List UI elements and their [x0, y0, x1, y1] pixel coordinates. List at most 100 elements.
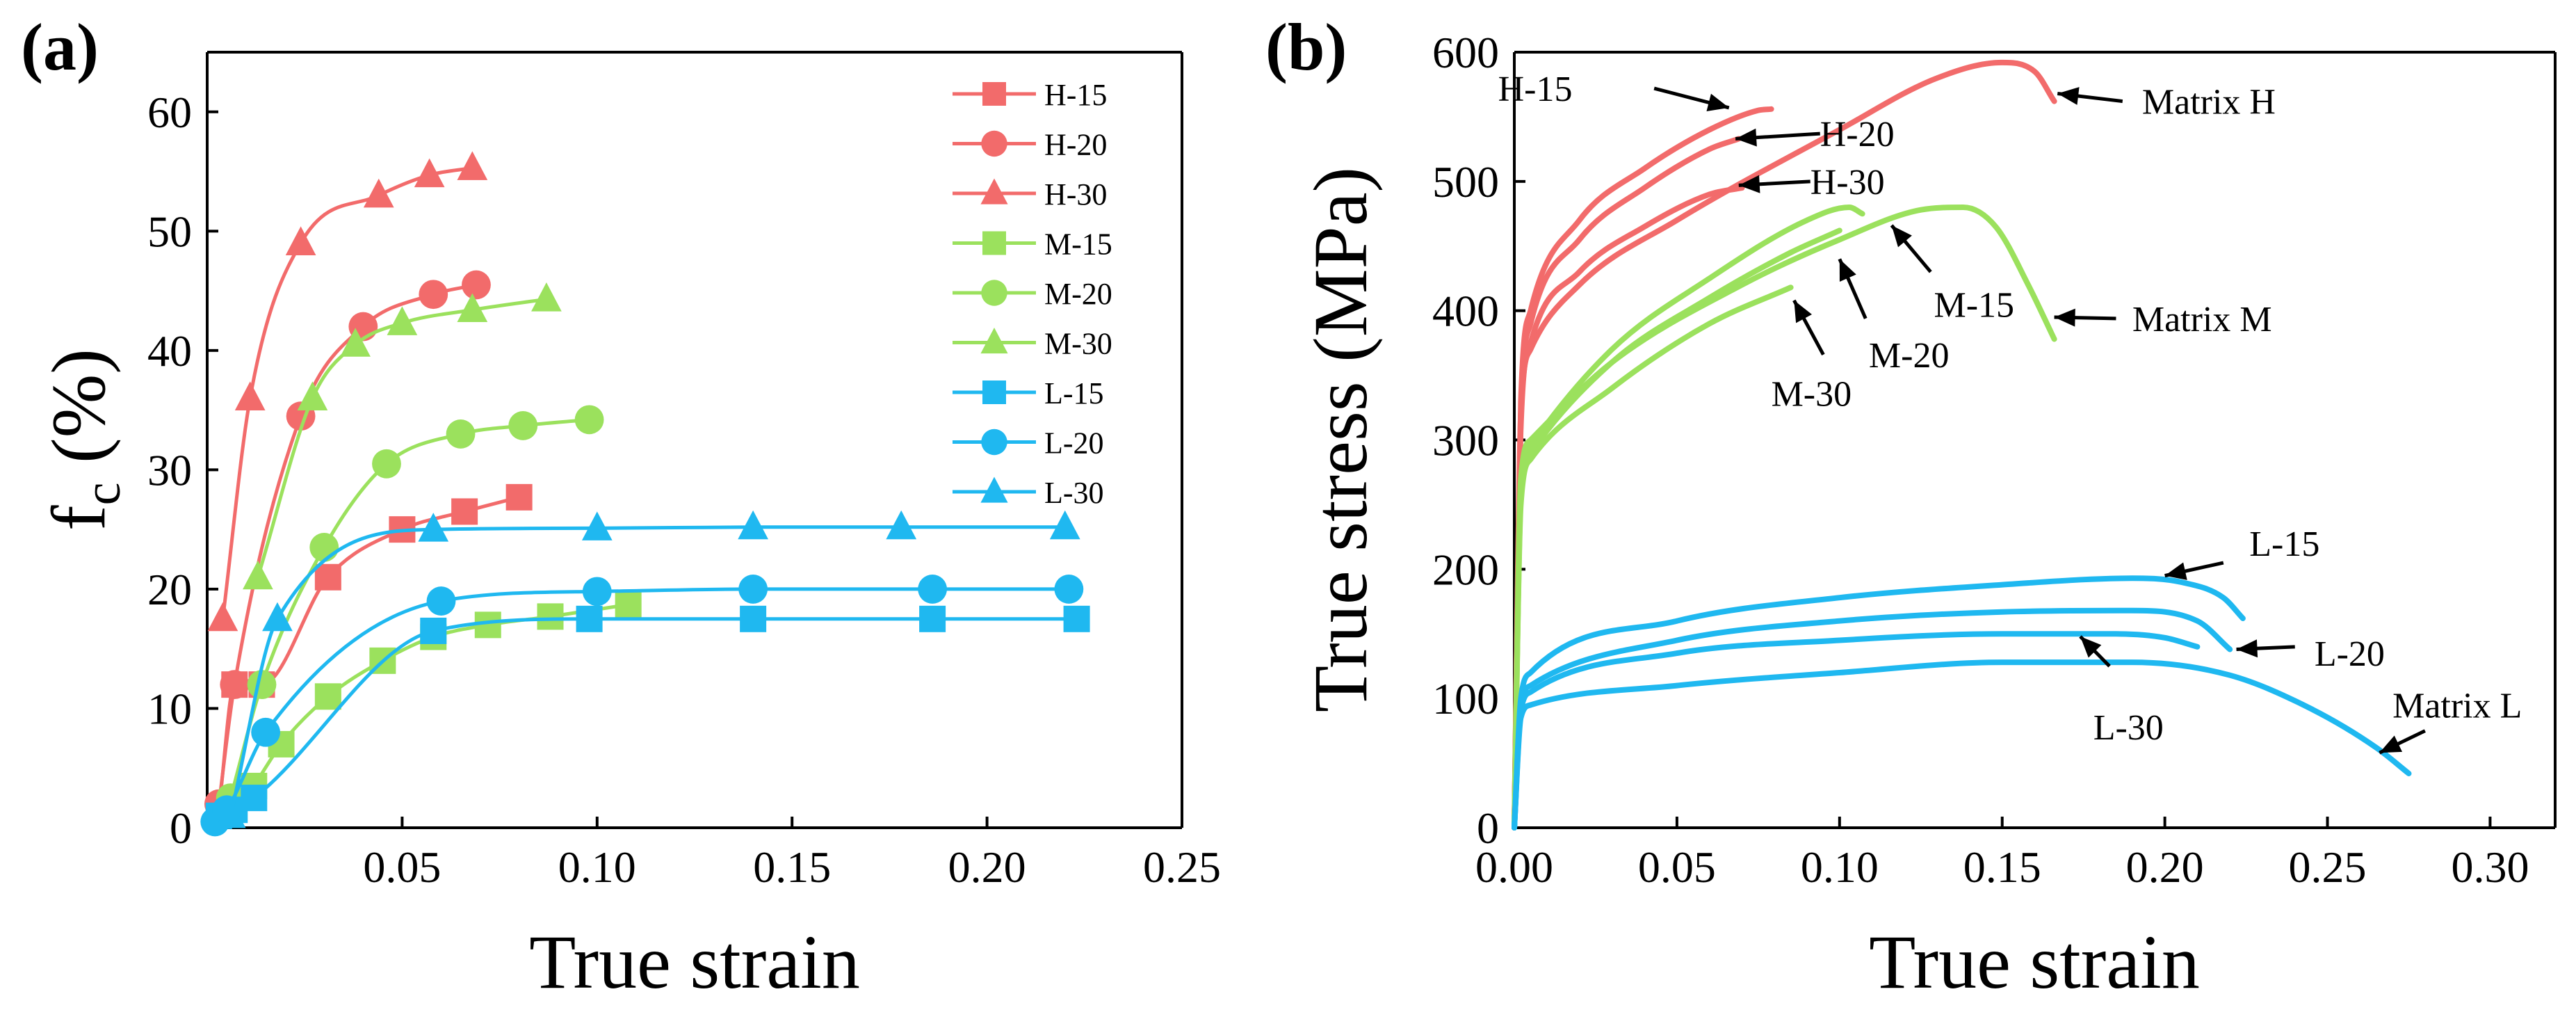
- legend-label-l-30: L-30: [1044, 476, 1104, 510]
- y-tick-label: 200: [1432, 545, 1499, 594]
- legend-marker-h-30: [980, 178, 1008, 205]
- legend-item-m-15: M-15: [953, 227, 1112, 262]
- annotation-l-20: L-20: [2315, 634, 2385, 674]
- data-point-m-20: [372, 449, 401, 479]
- legend-item-l-20: L-20: [953, 426, 1104, 460]
- arrow-head: [2379, 735, 2403, 753]
- y-tick-label: 50: [147, 207, 192, 256]
- panel-a-y-label-tail: (%): [36, 348, 121, 482]
- data-point-m-20: [247, 670, 277, 700]
- data-point-l-15: [420, 617, 447, 644]
- data-point-m-20: [508, 411, 538, 440]
- annotation-m-30: M-30: [1772, 375, 1852, 415]
- y-tick-label: 600: [1432, 28, 1499, 77]
- arrow-head: [2164, 562, 2187, 580]
- annotation-arrow: [2057, 87, 2123, 105]
- series-l-15: [205, 605, 1090, 829]
- data-point-h-20: [419, 280, 448, 310]
- y-tick-label: 40: [147, 326, 192, 376]
- panel-b-series: [1512, 59, 2412, 831]
- legend-label-l-20: L-20: [1044, 426, 1104, 460]
- series-line-l-15: [218, 617, 1077, 818]
- data-point-h-15: [505, 483, 533, 511]
- panel-a-y-label-sub: c: [74, 482, 131, 505]
- data-point-l-15: [919, 605, 946, 632]
- panel-b-chart: (b) 0.00 0.05 0.10 0.15 0.20 0.25 0.30 0 100 200 3…: [1265, 10, 2557, 1004]
- annotation-arrow: [1735, 128, 1820, 147]
- annotation-h-15: H-15: [1498, 70, 1573, 109]
- arrow-head: [1794, 300, 1813, 323]
- annotation-arrow: [2379, 729, 2426, 755]
- data-point-l-15: [241, 785, 268, 812]
- y-tick-label: 300: [1432, 416, 1499, 465]
- series-line-l-30: [1512, 631, 2201, 831]
- legend-item-l-15: L-15: [953, 376, 1104, 410]
- annotation-arrow: [1653, 86, 1730, 111]
- x-tick-label: 0.15: [753, 842, 831, 892]
- data-point-h-30: [457, 151, 488, 180]
- data-point-h-20: [462, 270, 491, 300]
- data-point-m-15: [314, 683, 341, 710]
- legend-marker-l-30: [980, 476, 1008, 503]
- legend-label-m-30: M-30: [1044, 327, 1112, 361]
- x-tick-label: 0.05: [1638, 842, 1716, 892]
- arrow-head: [1706, 93, 1729, 111]
- arrow-head: [2054, 308, 2075, 327]
- y-tick-label: 100: [1432, 674, 1499, 723]
- x-tick-label: 0.30: [2451, 842, 2529, 892]
- series-line-h-15: [1512, 106, 1774, 831]
- series-h-30: [207, 151, 488, 632]
- annotation-arrow: [2236, 639, 2295, 658]
- annotation-h-30: H-30: [1811, 163, 1885, 202]
- annotation-arrow: [2164, 561, 2224, 580]
- panel-b-y-label: True stress (MPa): [1298, 167, 1383, 712]
- data-point-m-30: [531, 282, 562, 312]
- legend-item-m-20: M-20: [953, 277, 1112, 311]
- annotation-arrow: [1838, 258, 1868, 319]
- y-tick-label: 0: [1477, 803, 1499, 853]
- series-l-30: [215, 510, 1080, 828]
- y-tick-label: 30: [147, 445, 192, 495]
- x-tick-label: 0.05: [363, 842, 441, 892]
- data-point-l-20: [918, 575, 947, 604]
- series-line-l-30: [229, 525, 1065, 817]
- data-point-l-30: [581, 511, 613, 540]
- arrow-head: [2080, 636, 2102, 658]
- series-line-h-20: [1512, 136, 1742, 831]
- series-line-m-20: [1512, 227, 1842, 831]
- y-tick-label: 500: [1432, 157, 1499, 207]
- series-l-20: [200, 575, 1084, 837]
- panel-b-annotations: H-15 H-20 H-30 Matrix H M-15 M-20 M-30 Matrix M…: [1498, 70, 2522, 755]
- data-point-h-30: [363, 178, 394, 208]
- legend-item-l-30: L-30: [953, 476, 1104, 510]
- legend-marker-l-15: [982, 380, 1006, 404]
- legend-item-h-20: H-20: [953, 128, 1107, 162]
- panel-b-ticks: 0.00 0.05 0.10 0.15 0.20 0.25 0.30 0 100 200 300 40…: [1432, 28, 2529, 892]
- series-line-matrix-h: [1512, 59, 2057, 831]
- data-point-l-20: [582, 577, 612, 607]
- panel-a-y-label-main: f: [36, 505, 121, 531]
- data-point-l-20: [738, 575, 768, 604]
- annotation-arrow: [1792, 299, 1825, 356]
- data-point-m-15: [537, 603, 564, 630]
- legend-label-m-15: M-15: [1044, 227, 1112, 262]
- x-tick-label: 0.25: [1143, 842, 1221, 892]
- annotation-arrow: [1890, 224, 1932, 273]
- data-point-m-20: [446, 419, 476, 449]
- data-point-l-30: [738, 510, 768, 540]
- data-point-m-30: [243, 560, 273, 590]
- data-point-m-20: [309, 532, 339, 562]
- legend-label-h-30: H-30: [1044, 177, 1107, 211]
- data-point-h-15: [314, 563, 341, 591]
- data-point-h-15: [451, 498, 478, 525]
- series-m-30: [243, 282, 562, 590]
- legend-marker-h-15: [982, 82, 1006, 106]
- annotation-arrow: [1738, 175, 1811, 193]
- data-point-h-30: [234, 381, 266, 410]
- legend-marker-m-30: [980, 327, 1008, 354]
- legend-marker-m-20: [981, 280, 1007, 306]
- series-line-l-20: [1512, 607, 2233, 831]
- arrow-head: [1891, 225, 1912, 248]
- panel-a-x-label: True strain: [529, 920, 860, 1004]
